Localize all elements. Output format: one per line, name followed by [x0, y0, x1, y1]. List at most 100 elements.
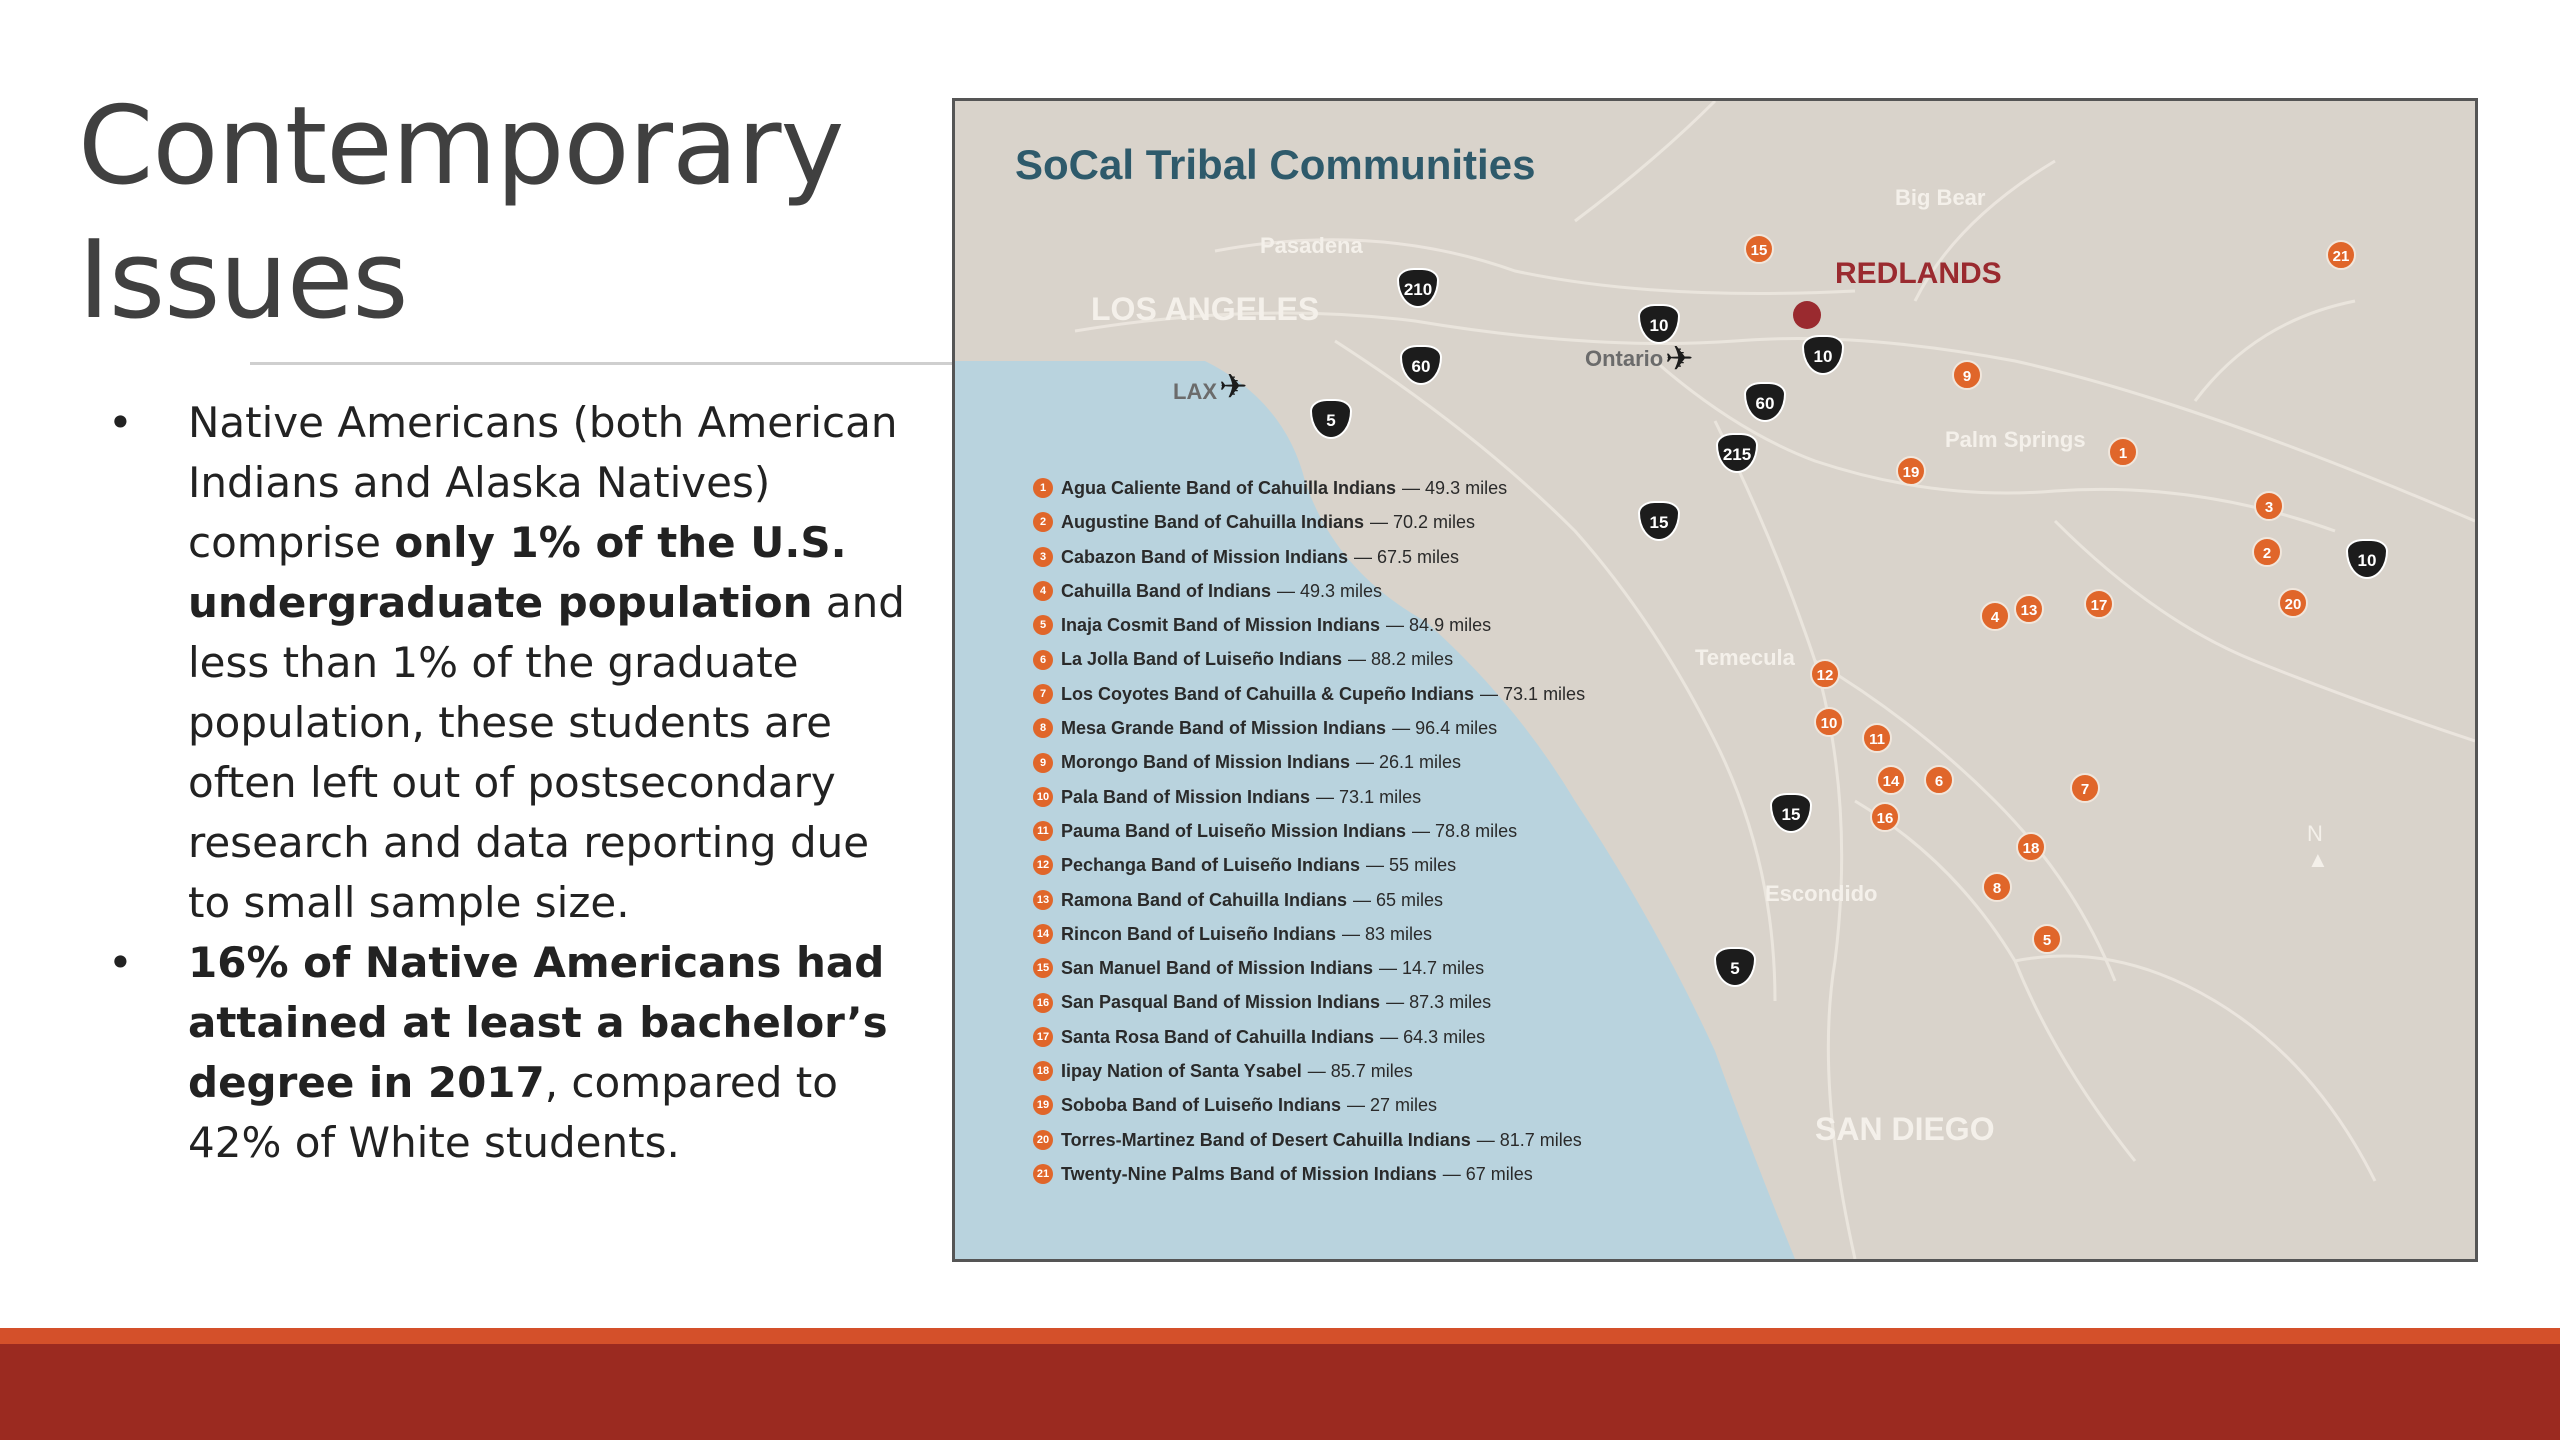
legend-distance: — 78.8 miles	[1412, 820, 1518, 841]
tribe-marker: 9	[1952, 360, 1982, 390]
legend-distance: — 81.7 miles	[1476, 1129, 1582, 1150]
place-escondido: Escondido	[1765, 881, 1878, 906]
map-legend: 1 Agua Caliente Band of Cahuilla Indians —…	[1033, 471, 1585, 1191]
tribe-marker: 11	[1862, 723, 1892, 753]
legend-tribe-name: San Manuel Band of Mission Indians	[1061, 958, 1374, 979]
legend-distance: — 67.5 miles	[1354, 546, 1460, 567]
legend-item: 15 San Manuel Band of Mission Indians — 14…	[1033, 951, 1585, 985]
legend-tribe-name: Rincon Band of Luiseño Indians	[1061, 923, 1337, 944]
footer-accent-bar	[0, 1328, 2560, 1344]
legend-item: 3 Cabazon Band of Mission Indians — 67.5 m…	[1033, 540, 1585, 574]
legend-item: 21 Twenty-Nine Palms Band of Mission Indi…	[1033, 1157, 1585, 1191]
bullet-item: 16% of Native Americans had attained at …	[100, 933, 920, 1173]
legend-tribe-name: Augustine Band of Cahuilla Indians	[1061, 512, 1365, 533]
legend-tribe-name: Inaja Cosmit Band of Mission Indians	[1061, 615, 1381, 636]
legend-distance: — 87.3 miles	[1386, 992, 1492, 1013]
legend-distance: — 65 miles	[1353, 889, 1444, 910]
tribe-marker: 17	[2084, 589, 2114, 619]
legend-item: 18 Iipay Nation of Santa Ysabel — 85.7 mil…	[1033, 1054, 1585, 1088]
socal-tribal-map: SoCal Tribal Communities Pasadena Big Be…	[952, 98, 2478, 1262]
tribe-marker: 19	[1896, 456, 1926, 486]
legend-item: 6 La Jolla Band of Luiseño Indians — 88.2 …	[1033, 642, 1585, 676]
redlands-dot	[1793, 301, 1821, 329]
tribe-marker: 3	[2254, 491, 2284, 521]
legend-distance: — 73.1 miles	[1316, 786, 1422, 807]
legend-distance: — 67 miles	[1442, 1163, 1533, 1184]
legend-tribe-name: Pala Band of Mission Indians	[1061, 786, 1311, 807]
legend-item: 20 Torres-Martinez Band of Desert Cahuill…	[1033, 1123, 1585, 1157]
legend-distance: — 64.3 miles	[1380, 1026, 1486, 1047]
highway-shield: 60	[1744, 382, 1786, 422]
highway-shield: 5	[1714, 947, 1756, 987]
legend-item: 7 Los Coyotes Band of Cahuilla & Cupeño I…	[1033, 677, 1585, 711]
legend-distance: — 73.1 miles	[1480, 683, 1586, 704]
highway-shield: 210	[1397, 268, 1439, 308]
legend-item: 1 Agua Caliente Band of Cahuilla Indians —…	[1033, 471, 1585, 505]
bullet-bold-text: 16% of Native Americans had attained at …	[188, 938, 888, 1107]
legend-distance: — 26.1 miles	[1355, 752, 1462, 773]
tribe-marker: 16	[1870, 802, 1900, 832]
legend-tribe-name: Ramona Band of Cahuilla Indians	[1061, 889, 1348, 910]
place-pasadena: Pasadena	[1260, 233, 1363, 258]
legend-number: 1	[1033, 478, 1053, 499]
legend-tribe-name: La Jolla Band of Luiseño Indians	[1061, 649, 1343, 670]
place-lax: LAX	[1173, 379, 1217, 404]
tribe-marker: 5	[2032, 924, 2062, 954]
place-ontario: Ontario	[1585, 346, 1664, 371]
legend-number: 7	[1033, 683, 1053, 704]
place-los-angeles: LOS ANGELES	[1091, 291, 1320, 327]
legend-number: 3	[1033, 546, 1053, 567]
legend-distance: — 14.7 miles	[1379, 958, 1485, 979]
tribe-marker: 2	[2252, 537, 2282, 567]
slide-title: Contemporary Issues	[78, 80, 844, 348]
tribe-marker: 4	[1980, 601, 2010, 631]
legend-item: 4 Cahuilla Band of Indians — 49.3 miles	[1033, 574, 1585, 608]
tribe-marker: 1	[2108, 437, 2138, 467]
legend-item: 17 Santa Rosa Band of Cahuilla Indians — 6…	[1033, 1020, 1585, 1054]
footer-bar	[0, 1344, 2560, 1440]
legend-number: 16	[1033, 992, 1053, 1013]
legend-number: 11	[1033, 821, 1053, 842]
tribe-marker: 7	[2070, 773, 2100, 803]
legend-item: 12 Pechanga Band of Luiseño Indians — 55 m…	[1033, 848, 1585, 882]
legend-tribe-name: San Pasqual Band of Mission Indians	[1061, 992, 1381, 1013]
tribe-marker: 20	[2278, 588, 2308, 618]
legend-number: 15	[1033, 958, 1053, 979]
place-palm-springs: Palm Springs	[1945, 427, 2086, 452]
bullet-list: Native Americans (both American Indians …	[100, 393, 920, 1173]
legend-number: 17	[1033, 1026, 1053, 1047]
legend-tribe-name: Cahuilla Band of Indians	[1061, 580, 1272, 601]
legend-tribe-name: Torres-Martinez Band of Desert Cahuilla …	[1061, 1129, 1471, 1150]
place-san-diego: SAN DIEGO	[1815, 1111, 1995, 1147]
legend-item: 19 Soboba Band of Luiseño Indians — 27 mil…	[1033, 1088, 1585, 1122]
legend-distance: — 49.3 miles	[1402, 478, 1508, 498]
legend-distance: — 83 miles	[1342, 923, 1433, 944]
legend-item: 13 Ramona Band of Cahuilla Indians — 65 mi…	[1033, 883, 1585, 917]
legend-number: 19	[1033, 1095, 1053, 1116]
legend-number: 18	[1033, 1061, 1053, 1082]
title-divider	[250, 362, 952, 365]
legend-tribe-name: Pechanga Band of Luiseño Indians	[1061, 855, 1361, 876]
legend-tribe-name: Santa Rosa Band of Cahuilla Indians	[1061, 1026, 1375, 1047]
tribe-marker: 21	[2326, 240, 2356, 270]
place-temecula: Temecula	[1695, 645, 1795, 670]
legend-item: 2 Augustine Band of Cahuilla Indians — 70.…	[1033, 505, 1585, 539]
tribe-marker: 14	[1876, 765, 1906, 795]
legend-tribe-name: Cabazon Band of Mission Indians	[1061, 546, 1349, 567]
place-redlands: REDLANDS	[1835, 257, 2002, 290]
legend-number: 9	[1033, 752, 1053, 773]
legend-item: 5 Inaja Cosmit Band of Mission Indians — 8…	[1033, 608, 1585, 642]
bullet-text: , compared to 42% of White students.	[188, 1058, 838, 1167]
tribe-marker: 8	[1982, 872, 2012, 902]
airplane-icon: ✈	[1219, 368, 1248, 406]
legend-item: 8 Mesa Grande Band of Mission Indians — 96…	[1033, 711, 1585, 745]
bullet-text: and less than 1% of the graduate populat…	[188, 578, 905, 927]
legend-item: 16 San Pasqual Band of Mission Indians — 8…	[1033, 985, 1585, 1019]
legend-number: 21	[1033, 1164, 1053, 1185]
legend-distance: — 70.2 miles	[1370, 512, 1476, 533]
legend-number: 10	[1033, 786, 1053, 807]
map-background	[955, 101, 2475, 1259]
legend-tribe-name: Morongo Band of Mission Indians	[1061, 752, 1350, 773]
legend-number: 20	[1033, 1129, 1053, 1150]
legend-number: 13	[1033, 889, 1053, 910]
